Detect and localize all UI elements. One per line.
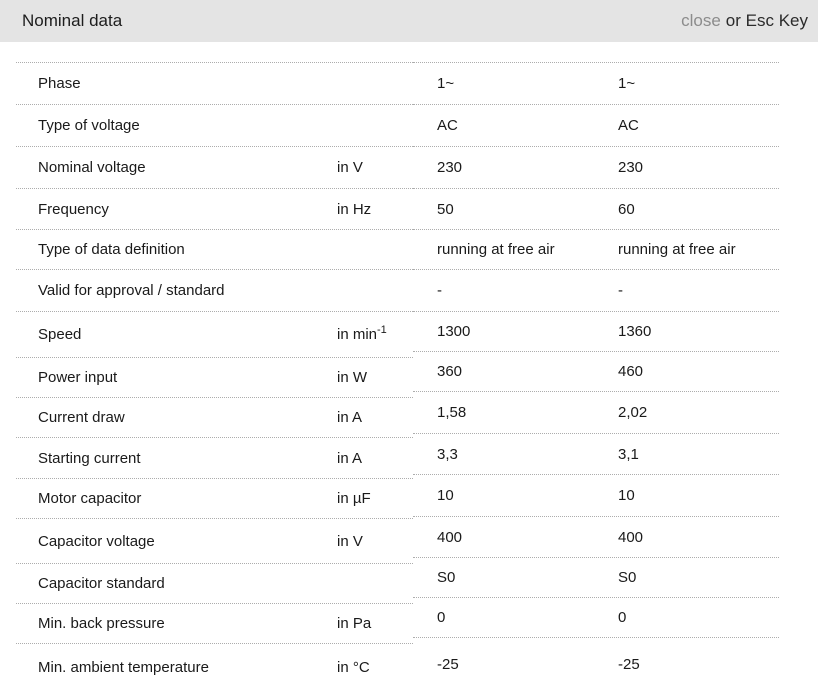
row-unit: in A	[337, 449, 363, 467]
row-label: Power input	[38, 369, 118, 386]
table-row-values: -25 -25	[413, 638, 779, 690]
table-row-values: 10 10	[413, 475, 779, 517]
value-50hz: 1~	[437, 75, 455, 92]
table-row: Min. ambient temperature in °C	[16, 644, 413, 690]
row-unit: in °C	[337, 659, 370, 676]
table-row: Current draw in A	[16, 398, 413, 438]
value-60hz: 10	[618, 487, 635, 504]
close-button[interactable]: close	[681, 11, 721, 30]
value-50hz: -	[437, 282, 442, 299]
value-50hz: 230	[437, 159, 463, 176]
table-row-values: 50 60	[413, 189, 779, 230]
table-row: Capacitor standard	[16, 564, 413, 604]
close-hint: close or Esc Key	[681, 11, 808, 31]
table-row: Nominal voltage in V	[16, 147, 413, 189]
row-unit: in V	[337, 159, 363, 176]
table-row-values: 3,3 3,1	[413, 434, 779, 475]
row-unit: in Pa	[337, 615, 372, 632]
value-50hz: 10	[437, 487, 454, 504]
esc-key-hint: or Esc Key	[725, 11, 808, 30]
value-50hz: 400	[437, 528, 463, 546]
value-50hz: AC	[437, 117, 458, 134]
row-unit: in V	[337, 532, 363, 550]
row-label: Capacitor voltage	[38, 532, 155, 550]
row-label: Type of voltage	[38, 117, 140, 134]
row-label: Frequency	[38, 200, 109, 218]
value-60hz: 60	[618, 200, 635, 218]
row-label: Capacitor standard	[38, 575, 165, 592]
spec-table-values: 1~ 1~ AC AC 230 230 50 60 running at free air run…	[413, 62, 779, 690]
table-row-values: 360 460	[413, 352, 779, 392]
table-row: Type of voltage	[16, 105, 413, 147]
table-row: Phase	[16, 63, 413, 105]
value-50hz: 1,58	[437, 404, 467, 421]
value-60hz: S0	[618, 569, 637, 586]
value-60hz: 0	[618, 609, 627, 626]
value-60hz: 400	[618, 528, 644, 546]
value-50hz: 0	[437, 609, 446, 626]
value-60hz: 1~	[618, 75, 636, 92]
value-50hz: -25	[437, 656, 459, 673]
table-row-values: 1300 1360	[413, 312, 779, 352]
value-60hz: 1360	[618, 323, 652, 340]
row-label: Motor capacitor	[38, 490, 142, 507]
table-row-values: 230 230	[413, 147, 779, 189]
row-label: Phase	[38, 75, 81, 92]
table-row-values: 1~ 1~	[413, 63, 779, 105]
spec-table-labels: Phase Type of voltage Nominal voltage in V F…	[16, 62, 413, 690]
row-label: Type of data definition	[38, 241, 185, 258]
table-row: Starting current in A	[16, 438, 413, 479]
table-row: Motor capacitor in µF	[16, 479, 413, 519]
value-50hz: running at free air	[437, 241, 555, 258]
value-60hz: -25	[618, 656, 640, 673]
value-50hz: 50	[437, 200, 454, 218]
value-60hz: 230	[618, 159, 644, 176]
table-row-values: 1,58 2,02	[413, 392, 779, 434]
table-row-values: --	[413, 270, 779, 312]
value-60hz: running at free air	[618, 241, 736, 258]
value-60hz: 2,02	[618, 404, 648, 421]
dialog-title: Nominal data	[22, 11, 123, 30]
value-60hz: AC	[618, 117, 639, 134]
table-row: Power input in W	[16, 358, 413, 398]
value-50hz: S0	[437, 569, 456, 586]
row-unit: in µF	[337, 490, 371, 507]
table-row: Type of data definition	[16, 230, 413, 270]
table-row: Frequency in Hz	[16, 189, 413, 230]
value-50hz: 3,3	[437, 445, 458, 463]
value-50hz: 1300	[437, 323, 471, 340]
table-row: Speed in min-1	[16, 312, 413, 358]
dialog-header: Nominal data close or Esc Key	[0, 0, 818, 42]
row-label: Valid for approval / standard	[38, 282, 225, 299]
row-unit: in min-1	[337, 324, 387, 344]
row-label: Min. back pressure	[38, 615, 165, 632]
table-row-values: AC AC	[413, 105, 779, 147]
value-50hz: 360	[437, 363, 463, 380]
row-label: Min. ambient temperature	[38, 659, 209, 676]
row-label: Current draw	[38, 409, 125, 426]
value-60hz: 460	[618, 363, 644, 380]
value-60hz: -	[618, 282, 623, 299]
row-unit: in W	[337, 369, 367, 386]
row-unit: in A	[337, 409, 363, 426]
table-row-values: 400 400	[413, 517, 779, 558]
table-row-values: S0 S0	[413, 558, 779, 598]
row-unit: in Hz	[337, 200, 372, 218]
row-label: Nominal voltage	[38, 159, 146, 176]
table-row-values: running at free air running at free air	[413, 230, 779, 270]
table-row: Valid for approval / standard	[16, 270, 413, 312]
table-row: Capacitor voltage in V	[16, 519, 413, 564]
table-row: Min. back pressure in Pa	[16, 604, 413, 644]
row-unit-exponent: -1	[377, 324, 387, 336]
value-60hz: 3,1	[618, 445, 639, 463]
row-label: Speed	[38, 326, 82, 343]
row-label: Starting current	[38, 449, 141, 467]
